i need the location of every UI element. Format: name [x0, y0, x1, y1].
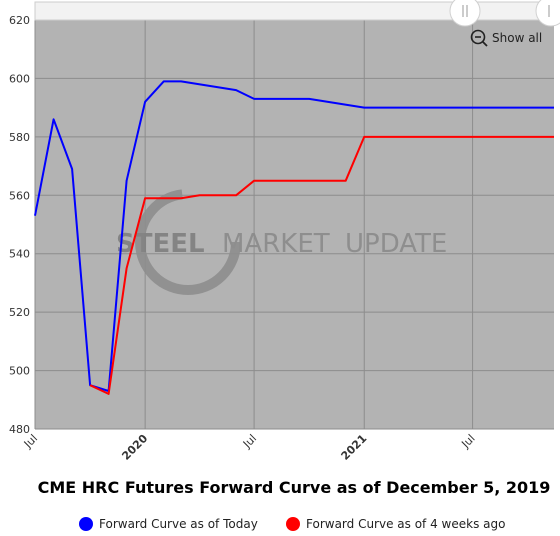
- series-line-1[interactable]: [34, 80, 554, 392]
- plot-area: [35, 20, 554, 429]
- x-tick-label: Jul: [240, 432, 259, 451]
- watermark: STEEL MARKET UPDATE: [116, 189, 447, 295]
- x-axis: Jul 2020 Jul 2021 Jul: [21, 432, 478, 463]
- navigator-handle-left[interactable]: [449, 0, 481, 27]
- x-tick-label: 2020: [119, 432, 150, 463]
- x-tick-label: Jul: [458, 432, 477, 451]
- y-tick-label: 560: [9, 189, 30, 202]
- y-tick-label: 500: [9, 365, 30, 378]
- x-tick-label: 2021: [339, 432, 370, 463]
- show-all-label: Show all: [492, 31, 542, 45]
- y-axis: 480 500 520 540 560 580 600 620: [9, 14, 30, 436]
- watermark-ring: [135, 189, 241, 295]
- legend-label: Forward Curve as of 4 weeks ago: [306, 517, 505, 531]
- show-all-button[interactable]: Show all: [464, 26, 548, 48]
- navigator-handle-right[interactable]: [535, 0, 560, 27]
- y-tick-label: 620: [9, 14, 30, 27]
- legend-item-1[interactable]: Forward Curve as of Today: [79, 517, 258, 531]
- y-tick-label: 580: [9, 131, 30, 144]
- legend-item-2[interactable]: Forward Curve as of 4 weeks ago: [286, 517, 505, 531]
- y-tick-label: 540: [9, 248, 30, 261]
- zoom-out-icon: [470, 29, 488, 47]
- y-tick-label: 520: [9, 306, 30, 319]
- series-group: [34, 80, 554, 395]
- legend-marker: [286, 517, 300, 531]
- legend: Forward Curve as of Today Forward Curve a…: [79, 517, 505, 531]
- legend-marker: [79, 517, 93, 531]
- watermark-word-market: MARKET: [222, 229, 330, 259]
- series-line-2[interactable]: [89, 135, 554, 395]
- y-tick-label: 480: [9, 423, 30, 436]
- y-tick-label: 600: [9, 72, 30, 85]
- chart-title: CME HRC Futures Forward Curve as of Dece…: [38, 478, 551, 497]
- watermark-word-update: UPDATE: [345, 229, 447, 259]
- legend-label: Forward Curve as of Today: [99, 517, 258, 531]
